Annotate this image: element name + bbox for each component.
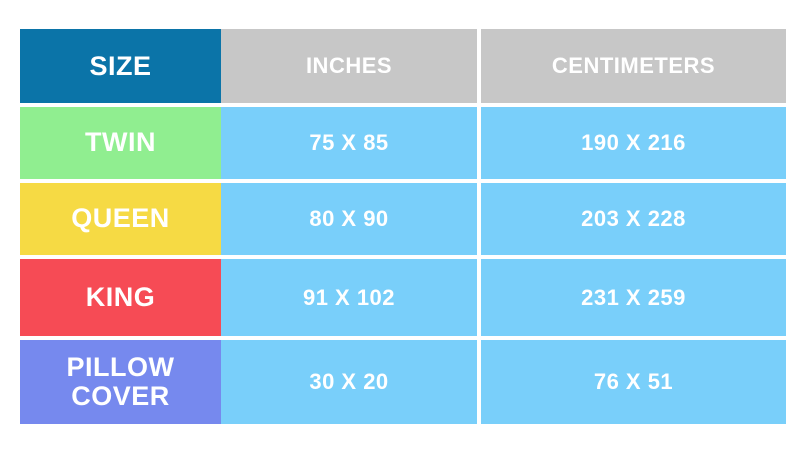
cell-twin-centimeters: 190 X 216 — [477, 107, 786, 179]
header-cell-size: SIZE — [20, 29, 221, 103]
header-cell-centimeters: CENTIMETERS — [477, 29, 786, 103]
size-chart-table: SIZE INCHES CENTIMETERS TWIN 75 X 85 190… — [20, 29, 786, 424]
header-cell-inches: INCHES — [221, 29, 477, 103]
cell-pillow-cover-inches: 30 X 20 — [221, 340, 477, 424]
cell-queen-centimeters: 203 X 228 — [477, 183, 786, 255]
cell-king-inches: 91 X 102 — [221, 259, 477, 336]
cell-king-centimeters: 231 X 259 — [477, 259, 786, 336]
row-label-twin: TWIN — [20, 107, 221, 179]
table-grid: SIZE INCHES CENTIMETERS TWIN 75 X 85 190… — [20, 29, 786, 424]
cell-queen-inches: 80 X 90 — [221, 183, 477, 255]
cell-twin-inches: 75 X 85 — [221, 107, 477, 179]
row-label-pillow-cover: PILLOW COVER — [20, 340, 221, 424]
row-label-king: KING — [20, 259, 221, 336]
row-label-queen: QUEEN — [20, 183, 221, 255]
cell-pillow-cover-centimeters: 76 X 51 — [477, 340, 786, 424]
